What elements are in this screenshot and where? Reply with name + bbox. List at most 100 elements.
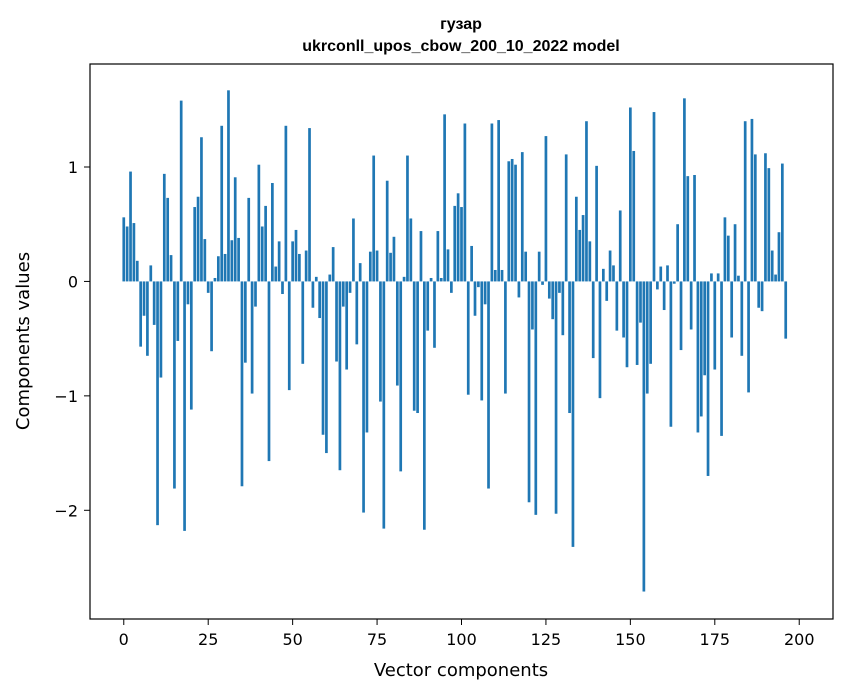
bar-124 [541, 281, 544, 285]
bar-71 [362, 281, 365, 513]
bar-194 [777, 232, 781, 282]
bar-177 [720, 281, 723, 436]
bar-114 [507, 161, 511, 282]
bar-106 [480, 281, 484, 401]
bar-95 [443, 114, 446, 282]
bar-120 [527, 281, 531, 503]
bar-4 [135, 260, 139, 282]
bar-1 [125, 226, 129, 282]
bar-130 [561, 281, 565, 336]
bar-158 [656, 281, 659, 290]
bar-161 [666, 265, 669, 282]
bar-129 [558, 281, 561, 293]
bar-123 [537, 251, 541, 282]
bar-9 [152, 281, 156, 325]
bar-78 [385, 180, 389, 282]
bar-181 [733, 224, 737, 282]
bar-32 [230, 240, 234, 282]
bar-184 [743, 121, 747, 282]
bar-74 [372, 155, 376, 282]
bar-97 [450, 281, 453, 293]
bar-46 [277, 241, 281, 282]
bar-189 [760, 281, 764, 312]
bar-190 [764, 153, 767, 282]
bar-117 [517, 281, 521, 298]
bar-156 [649, 281, 652, 364]
bar-67 [348, 281, 352, 293]
bar-175 [713, 281, 717, 370]
bar-103 [470, 245, 473, 282]
bar-56 [311, 281, 315, 308]
bar-131 [564, 154, 568, 282]
bar-79 [389, 252, 392, 282]
bar-98 [453, 205, 457, 282]
bar-14 [169, 255, 173, 282]
bar-135 [578, 229, 582, 282]
bar-31 [227, 90, 230, 282]
bar-52 [298, 253, 301, 282]
bar-87 [416, 281, 419, 414]
bar-193 [774, 274, 777, 282]
bar-72 [365, 281, 369, 433]
bar-163 [672, 281, 676, 284]
bar-138 [588, 241, 592, 282]
bar-21 [193, 207, 197, 282]
bar-38 [250, 281, 254, 394]
bar-116 [514, 164, 517, 282]
bar-140 [595, 165, 598, 282]
bar-99 [456, 193, 460, 282]
bar-82 [399, 281, 403, 472]
bar-91 [429, 277, 433, 282]
bar-30 [223, 253, 227, 282]
bar-176 [716, 273, 720, 282]
bars-group [122, 90, 788, 592]
bar-178 [723, 217, 727, 282]
bar-40 [257, 164, 261, 282]
bar-29 [220, 125, 224, 282]
bar-167 [686, 176, 690, 282]
bar-151 [632, 150, 636, 282]
x-tick-label-200: 200 [784, 630, 815, 649]
bar-139 [591, 281, 595, 359]
bar-17 [179, 100, 183, 282]
y-axis-label: Components values [13, 252, 34, 430]
bar-63 [335, 281, 338, 362]
bar-13 [166, 197, 170, 282]
bar-166 [683, 98, 686, 282]
bar-144 [608, 250, 612, 282]
x-tick-label-50: 50 [282, 630, 302, 649]
bar-42 [264, 205, 267, 282]
bar-180 [730, 281, 734, 338]
bar-73 [368, 251, 372, 282]
bar-146 [615, 281, 619, 331]
bar-134 [574, 196, 578, 282]
bar-24 [203, 239, 207, 282]
bar-61 [328, 274, 332, 282]
bar-172 [703, 281, 707, 376]
bar-141 [598, 281, 602, 399]
bar-155 [645, 281, 649, 394]
bar-23 [200, 137, 203, 282]
bar-196 [784, 281, 788, 339]
bar-102 [466, 281, 470, 395]
bar-145 [612, 265, 615, 282]
bar-20 [189, 281, 193, 410]
bar-100 [460, 207, 463, 282]
y-tick-label-3: −2 [54, 501, 78, 520]
x-tick-label-25: 25 [198, 630, 218, 649]
bar-35 [240, 281, 244, 487]
bar-92 [433, 281, 436, 348]
bar-65 [341, 281, 345, 307]
bar-69 [355, 281, 359, 345]
bar-84 [406, 155, 409, 282]
bar-39 [254, 281, 257, 307]
bar-188 [757, 281, 761, 308]
bar-28 [216, 256, 220, 282]
bar-133 [571, 281, 575, 547]
y-tick-label-0: 1 [68, 158, 78, 177]
bar-43 [267, 281, 271, 462]
bar-22 [196, 196, 200, 282]
bar-18 [183, 281, 186, 531]
bar-88 [419, 231, 423, 282]
